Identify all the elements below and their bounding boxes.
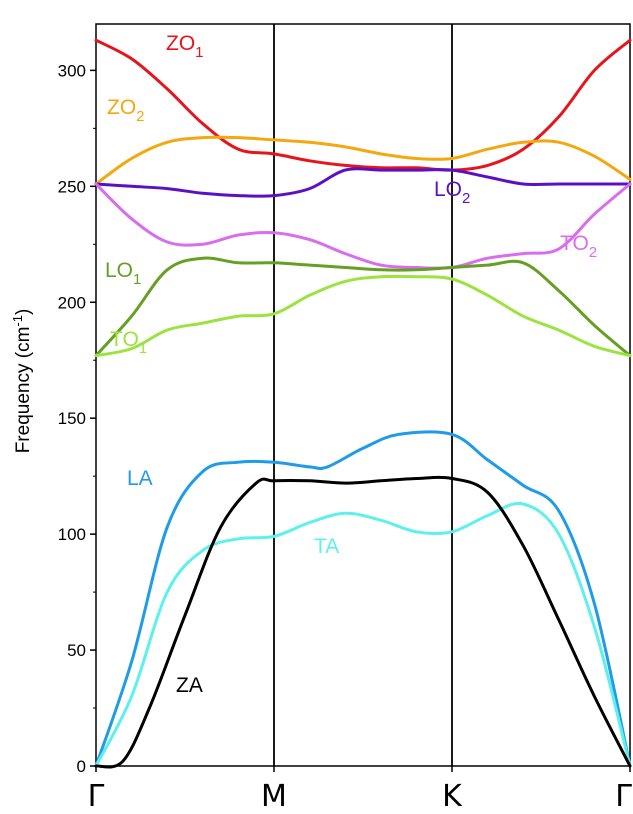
curve-TO2 [94,182,632,270]
curve-ZO1 [94,38,632,172]
curve-label-TA: TA [314,535,339,558]
y-axis: 0 50 100 150 200 250 300 [58,61,96,776]
curve-label-LO1: LO1 [105,259,141,288]
x-tick-label-Γ: Γ [615,779,632,814]
high-symmetry-divider-lines [273,24,453,766]
y-tick-label: 50 [67,641,86,660]
curve-LA [94,430,632,768]
curve-label-LO2: LO2 [434,178,470,207]
x-tick-label-M: M [261,779,287,814]
plot-area: ZO1 ZO2 LO2 TO2 LO1 TO1 LA TA ZA [94,23,632,769]
y-axis-title: Frequency (cm-1) [10,309,34,454]
y-tick-label: 100 [58,525,86,544]
y-tick-label: 0 [77,757,86,776]
curve-label-LA: LA [127,467,153,490]
dispersion-curves [94,38,632,769]
curve-labels: ZO1 ZO2 LO2 TO2 LO1 TO1 LA TA ZA [105,32,597,697]
curve-label-ZO2: ZO2 [107,96,145,125]
curve-TO1 [94,274,632,358]
curve-label-ZO1: ZO1 [166,32,204,61]
curve-LO2 [94,167,632,198]
curve-label-TO1: TO1 [110,328,147,357]
curve-label-TO2: TO2 [560,232,597,261]
curve-ZA [94,475,632,769]
y-axis-title-close: ) [13,309,34,315]
y-axis-title-superscript: -1 [10,315,25,327]
curve-LO1 [94,256,632,358]
curve-label-ZA: ZA [176,674,203,697]
curve-ZO2 [94,135,632,186]
y-axis-title-main: Frequency (cm [13,327,34,454]
plot-frame [95,23,631,767]
x-tick-label-Γ: Γ [88,779,105,814]
curve-TA [94,501,632,768]
y-tick-label: 250 [58,177,86,196]
y-tick-label: 300 [58,61,86,80]
x-tick-label-K: K [442,779,463,814]
y-tick-label: 200 [58,293,86,312]
y-tick-label: 150 [58,409,86,428]
